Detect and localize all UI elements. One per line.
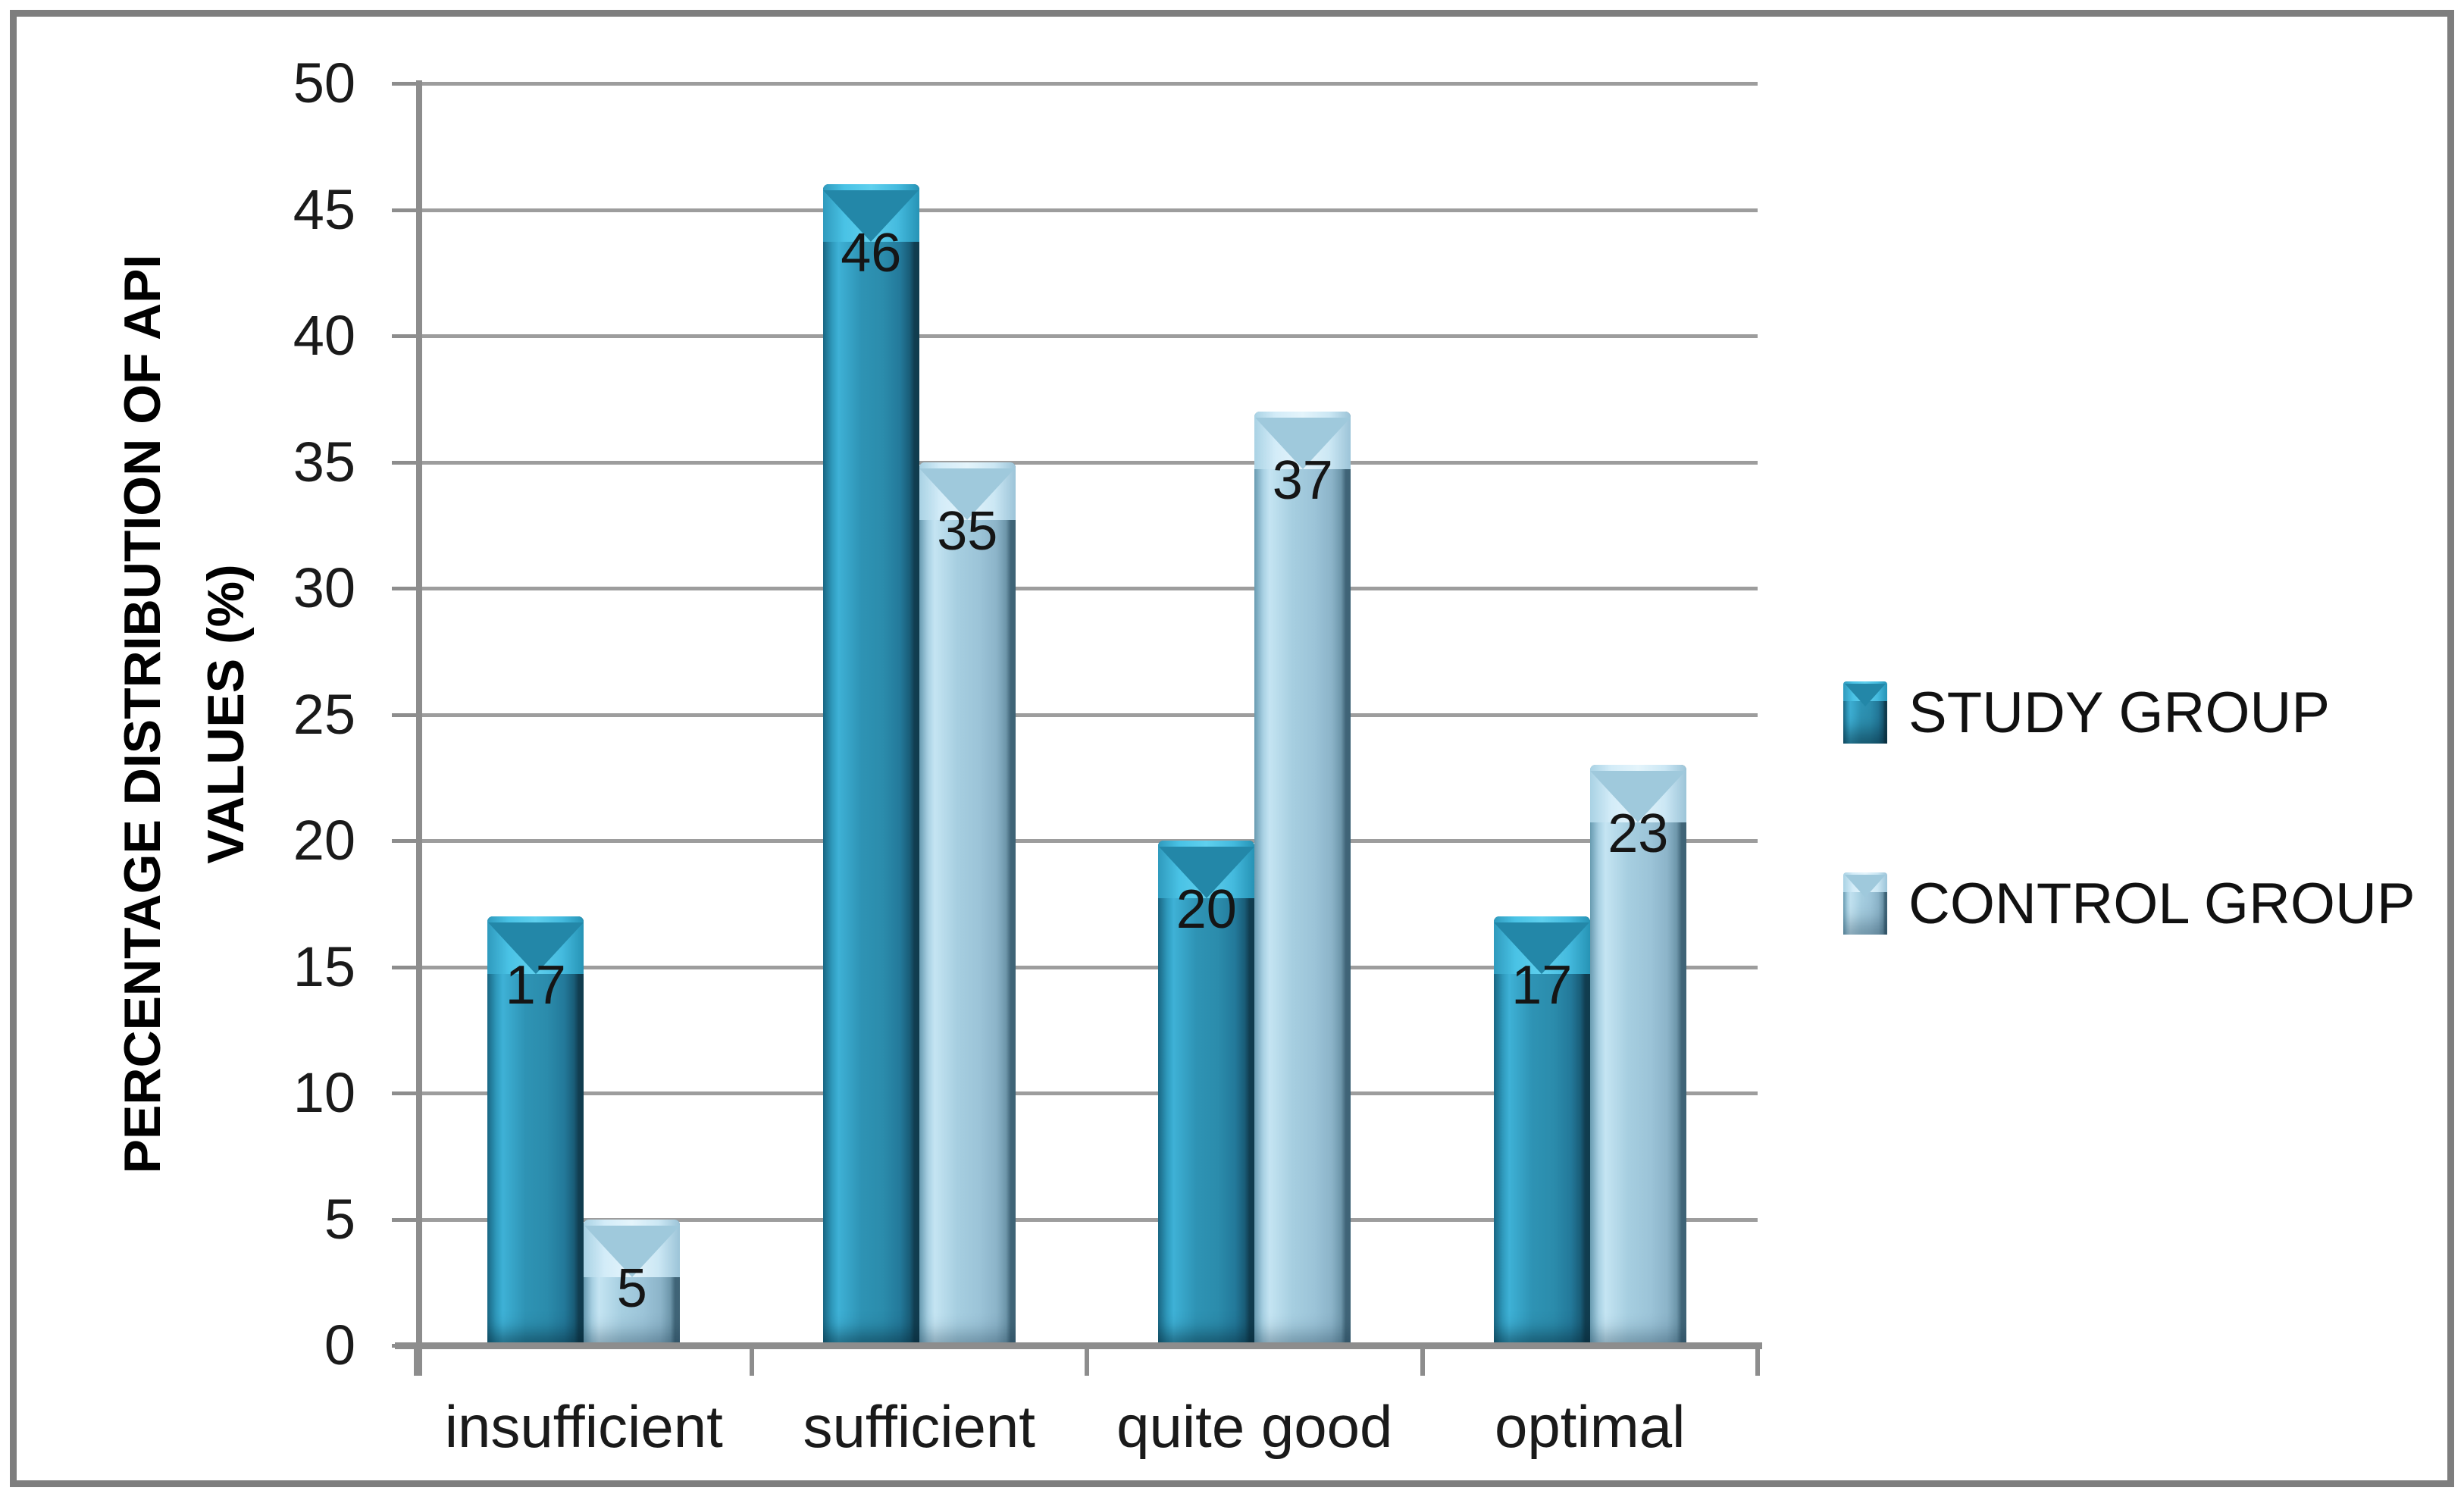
y-tick-label: 5: [324, 1187, 355, 1251]
gridline-40: [416, 334, 1758, 338]
x-tick-mark: [1755, 1345, 1760, 1376]
y-tick-mark: [392, 712, 416, 717]
bar-study-quite-good: 20: [1158, 841, 1255, 1345]
bar-control-insufficient: 5: [584, 1219, 681, 1345]
bar-body: [1493, 916, 1590, 1345]
legend-item-study-group: STUDY GROUP: [1843, 680, 2415, 745]
y-tick-mark: [392, 839, 416, 843]
x-tick-mark: [749, 1345, 754, 1376]
y-tick-mark: [392, 587, 416, 590]
bar-control-sufficient: 35: [919, 462, 1016, 1345]
legend-item-control-group: CONTROL GROUP: [1843, 871, 2415, 936]
gridline-30: [416, 587, 1758, 590]
bar-control-optimal: 23: [1589, 765, 1686, 1345]
bar-value-label: 17: [1511, 954, 1573, 1016]
gridline-20: [416, 839, 1758, 843]
x-tick-mark: [414, 1345, 418, 1376]
y-axis-line: [416, 80, 422, 1376]
bar-notch: [1158, 847, 1254, 898]
bar-notch: [1590, 771, 1686, 823]
gridline-15: [416, 965, 1758, 969]
x-axis-label-optimal: optimal: [1495, 1393, 1686, 1460]
gridline-50: [416, 82, 1758, 86]
y-tick-label: 20: [293, 809, 355, 872]
bar-value-label: 37: [1272, 449, 1333, 511]
bar-body: [1158, 841, 1255, 1345]
y-tick-label: 10: [293, 1061, 355, 1124]
gridline-45: [416, 208, 1758, 212]
y-tick-label: 45: [293, 177, 355, 241]
y-tick-label: 25: [293, 682, 355, 746]
bar-body: [1254, 411, 1351, 1345]
x-axis-label-insufficient: insufficient: [444, 1393, 723, 1460]
bar-control-quite-good: 37: [1254, 411, 1351, 1345]
y-tick-label: 40: [293, 304, 355, 367]
bar-study-insufficient: 17: [487, 916, 584, 1345]
x-axis-label-quite-good: quite good: [1116, 1393, 1393, 1460]
bar-study-optimal: 17: [1493, 916, 1590, 1345]
bar-value-label: 5: [616, 1257, 647, 1319]
bar-body: [1589, 765, 1686, 1345]
y-tick-mark: [392, 334, 416, 338]
gridline-25: [416, 712, 1758, 717]
y-tick-label: 35: [293, 430, 355, 493]
gridline-5: [416, 1217, 1758, 1222]
y-tick-mark: [392, 460, 416, 465]
y-tick-mark: [392, 208, 416, 212]
bar-body: [822, 184, 919, 1345]
bar-value-label: 46: [841, 223, 902, 284]
bar-value-label: 17: [505, 954, 566, 1016]
bar-notch: [919, 468, 1016, 520]
gridline-10: [416, 1091, 1758, 1095]
x-axis-line: [395, 1342, 1762, 1349]
y-tick-label: 30: [293, 556, 355, 619]
x-tick-mark: [1420, 1345, 1425, 1376]
y-tick-mark: [392, 965, 416, 969]
bar-body: [919, 462, 1016, 1345]
bar-notch: [584, 1225, 680, 1277]
swatch-notch: [1845, 875, 1886, 897]
control-group-swatch-icon: [1843, 872, 1887, 935]
bar-value-label: 35: [937, 500, 998, 562]
study-group-swatch-icon: [1843, 681, 1887, 744]
bar-value-label: 23: [1608, 803, 1669, 865]
y-tick-mark: [392, 1091, 416, 1095]
y-tick-label: 0: [324, 1314, 355, 1376]
bar-study-sufficient: 46: [822, 184, 919, 1345]
y-tick-mark: [392, 82, 416, 86]
y-tick-label: 50: [293, 52, 355, 114]
legend: STUDY GROUP CONTROL GROUP: [1843, 681, 2415, 1063]
bar-notch: [823, 190, 919, 243]
x-tick-mark: [1085, 1345, 1089, 1376]
figure-border: [10, 10, 2454, 1487]
legend-label-study-group: STUDY GROUP: [1908, 680, 2331, 745]
bar-body: [487, 916, 584, 1345]
bar-value-label: 20: [1176, 879, 1237, 940]
legend-label-control-group: CONTROL GROUP: [1908, 871, 2415, 936]
x-axis-label-sufficient: sufficient: [803, 1393, 1035, 1460]
bar-notch: [487, 922, 584, 974]
gridline-35: [416, 460, 1758, 465]
y-tick-label: 15: [293, 935, 355, 998]
bar-notch: [1254, 417, 1351, 469]
y-tick-mark: [392, 1217, 416, 1222]
swatch-notch: [1845, 684, 1886, 706]
bar-notch: [1494, 922, 1590, 974]
